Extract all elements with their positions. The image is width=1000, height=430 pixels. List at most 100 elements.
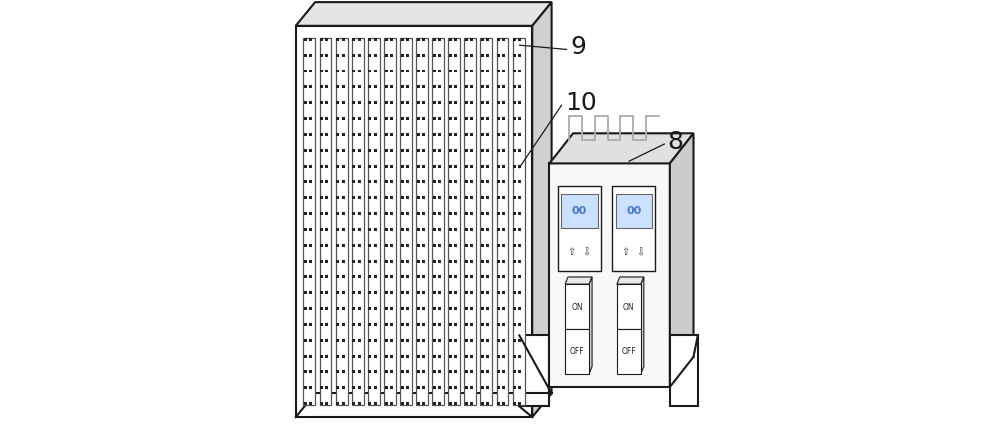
Bar bbox=[470, 260, 473, 263]
Bar bbox=[390, 370, 393, 373]
Bar bbox=[390, 54, 393, 57]
Bar bbox=[449, 70, 452, 73]
Bar bbox=[470, 228, 473, 231]
Bar bbox=[374, 85, 377, 88]
Bar bbox=[374, 275, 377, 278]
Bar bbox=[309, 212, 312, 215]
Bar bbox=[438, 133, 441, 136]
Bar bbox=[390, 38, 393, 41]
Bar bbox=[400, 38, 412, 405]
Bar bbox=[417, 339, 420, 342]
Bar bbox=[401, 339, 404, 342]
Bar bbox=[565, 284, 589, 329]
Bar bbox=[433, 228, 436, 231]
Bar bbox=[304, 339, 307, 342]
Bar bbox=[486, 291, 489, 294]
Bar bbox=[401, 85, 404, 88]
Bar bbox=[481, 165, 484, 168]
Bar bbox=[518, 38, 521, 41]
Bar bbox=[417, 133, 420, 136]
Bar bbox=[320, 212, 323, 215]
Bar bbox=[309, 355, 312, 358]
Bar bbox=[465, 260, 468, 263]
Bar bbox=[486, 101, 489, 104]
Bar bbox=[342, 38, 345, 41]
Bar bbox=[465, 38, 468, 41]
Bar bbox=[358, 228, 361, 231]
Bar bbox=[374, 212, 377, 215]
Bar bbox=[502, 339, 505, 342]
Bar bbox=[518, 133, 521, 136]
Bar bbox=[336, 355, 339, 358]
Bar bbox=[449, 38, 452, 41]
Bar bbox=[336, 244, 339, 247]
Bar bbox=[518, 355, 521, 358]
Bar bbox=[561, 194, 598, 228]
Bar bbox=[449, 323, 452, 326]
Bar bbox=[385, 70, 388, 73]
Bar bbox=[502, 38, 505, 41]
Bar bbox=[406, 355, 409, 358]
Bar bbox=[368, 291, 371, 294]
Bar bbox=[374, 180, 377, 183]
Bar bbox=[497, 165, 500, 168]
Bar bbox=[358, 54, 361, 57]
Bar bbox=[358, 291, 361, 294]
Bar bbox=[470, 402, 473, 405]
Bar bbox=[422, 307, 425, 310]
Bar bbox=[513, 101, 516, 104]
Bar bbox=[390, 196, 393, 199]
Bar bbox=[616, 194, 652, 228]
Bar bbox=[422, 133, 425, 136]
Bar bbox=[454, 355, 457, 358]
Bar bbox=[465, 244, 468, 247]
Bar bbox=[518, 386, 521, 389]
Bar bbox=[449, 244, 452, 247]
Bar bbox=[309, 386, 312, 389]
Bar bbox=[513, 38, 525, 405]
Bar bbox=[497, 38, 508, 405]
Bar bbox=[518, 101, 521, 104]
Bar bbox=[374, 244, 377, 247]
Bar bbox=[374, 165, 377, 168]
Bar bbox=[518, 180, 521, 183]
Bar bbox=[358, 38, 361, 41]
Bar bbox=[449, 133, 452, 136]
Bar bbox=[433, 180, 436, 183]
Bar bbox=[401, 54, 404, 57]
Bar bbox=[368, 180, 371, 183]
Bar bbox=[336, 165, 339, 168]
Bar bbox=[342, 165, 345, 168]
Bar bbox=[454, 149, 457, 152]
Bar bbox=[384, 38, 396, 405]
Bar bbox=[417, 70, 420, 73]
Bar bbox=[454, 70, 457, 73]
Bar bbox=[502, 101, 505, 104]
Bar bbox=[385, 275, 388, 278]
Bar bbox=[358, 117, 361, 120]
Bar bbox=[470, 386, 473, 389]
Bar bbox=[374, 133, 377, 136]
Bar bbox=[336, 228, 339, 231]
Bar bbox=[374, 101, 377, 104]
Bar bbox=[342, 54, 345, 57]
Bar bbox=[320, 260, 323, 263]
Bar bbox=[454, 370, 457, 373]
Bar bbox=[406, 386, 409, 389]
Bar bbox=[406, 260, 409, 263]
Bar bbox=[304, 149, 307, 152]
Bar bbox=[342, 212, 345, 215]
Bar bbox=[374, 149, 377, 152]
Bar bbox=[309, 244, 312, 247]
Bar bbox=[465, 370, 468, 373]
Bar bbox=[320, 307, 323, 310]
Bar bbox=[502, 355, 505, 358]
Bar bbox=[470, 70, 473, 73]
Bar bbox=[438, 212, 441, 215]
Bar bbox=[454, 386, 457, 389]
Bar bbox=[304, 307, 307, 310]
Bar bbox=[486, 339, 489, 342]
Bar bbox=[417, 260, 420, 263]
Bar bbox=[320, 117, 323, 120]
Bar bbox=[513, 260, 516, 263]
